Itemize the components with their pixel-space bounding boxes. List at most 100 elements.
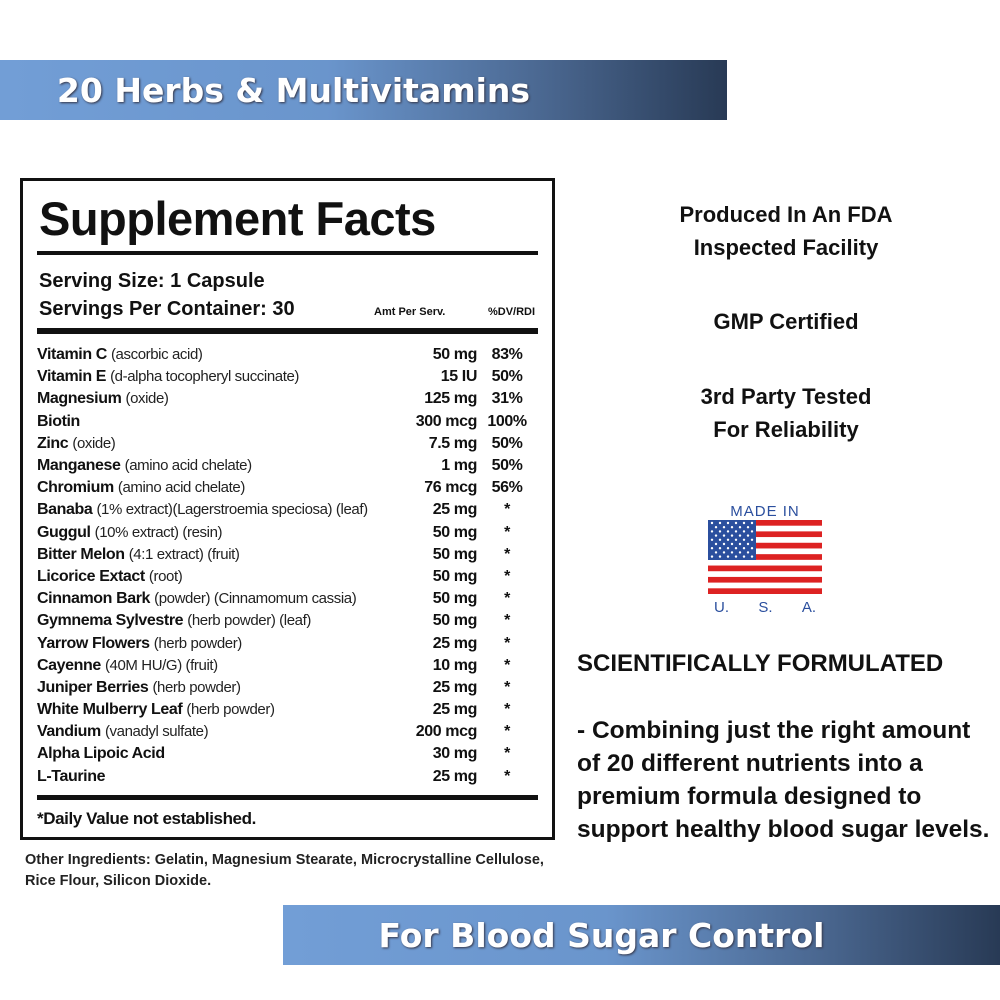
- ingredient-dv: *: [504, 501, 510, 519]
- ingredient-amount: 30 mg: [432, 745, 478, 763]
- ingredient-name: Manganese (amino acid chelate): [37, 457, 252, 475]
- ingredient-name: Biotin: [37, 412, 80, 430]
- ingredient-row: Gymnema Sylvestre (herb powder) (leaf) 50…: [37, 610, 537, 632]
- ingredient-name: Chromium (amino acid chelate): [37, 479, 245, 497]
- usa-letter: A.: [801, 599, 816, 616]
- ingredient-dv: *: [504, 590, 510, 608]
- ingredient-amount: 50 mg: [432, 346, 478, 364]
- ingredient-dv: *: [504, 612, 510, 630]
- ingredient-name: Licorice Extact (root): [37, 567, 183, 585]
- other-ingredients: Other Ingredients: Gelatin, Magnesium St…: [25, 852, 544, 889]
- ingredient-name: Vitamin C (ascorbic acid): [37, 346, 203, 364]
- usa-letters: U. S. A.: [708, 599, 822, 616]
- ingredient-row: Cayenne (40M HU/G) (fruit) 10 mg *: [37, 655, 537, 677]
- ingredient-name: Bitter Melon (4:1 extract) (fruit): [37, 545, 240, 563]
- ingredient-list: Vitamin C (ascorbic acid) 50 mg 83% Vitamin…: [37, 344, 537, 788]
- ingredient-amount: 50 mg: [432, 590, 478, 608]
- ingredient-dv: 50%: [491, 457, 523, 475]
- ingredient-amount: 7.5 mg: [428, 434, 478, 452]
- ingredient-dv: 50%: [491, 434, 523, 452]
- ingredient-amount: 25 mg: [432, 501, 478, 519]
- footnote: *Daily Value not established.: [37, 809, 256, 828]
- ingredient-row: Vitamin E (d-alpha tocopheryl succinate)…: [37, 366, 537, 388]
- third-party-tested: 3rd Party Tested For Reliability: [636, 380, 936, 446]
- usa-letter: S.: [758, 599, 773, 616]
- divider: [37, 328, 538, 334]
- ingredient-amount: 25 mg: [432, 634, 478, 652]
- ingredient-name: L-Taurine: [37, 767, 106, 785]
- divider: [37, 795, 538, 800]
- ingredient-dv: *: [504, 745, 510, 763]
- col-header-amount: Amt Per Serv.: [374, 306, 446, 318]
- ingredient-amount: 50 mg: [432, 523, 478, 541]
- us-flag-icon: [708, 520, 822, 595]
- panel-title: Supplement Facts: [39, 192, 436, 245]
- ingredient-name: Alpha Lipoic Acid: [37, 745, 165, 763]
- tested-line-2: For Reliability: [713, 417, 859, 442]
- ingredient-name: Guggul (10% extract) (resin): [37, 523, 223, 541]
- ingredient-amount: 200 mcg: [415, 723, 478, 741]
- ingredient-dv: *: [504, 545, 510, 563]
- col-header-dv: %DV/RDI: [488, 306, 536, 318]
- ingredient-amount: 76 mcg: [424, 479, 477, 497]
- ingredient-amount: 50 mg: [432, 567, 478, 585]
- ingredient-name: Gymnema Sylvestre (herb powder) (leaf): [37, 612, 311, 630]
- ingredient-row: Vitamin C (ascorbic acid) 50 mg 83%: [37, 344, 537, 366]
- ingredient-amount: 50 mg: [432, 612, 478, 630]
- ingredient-dv: 50%: [491, 368, 523, 386]
- ingredient-dv: *: [504, 678, 510, 696]
- ingredient-dv: *: [504, 567, 510, 585]
- ingredient-amount: 125 mg: [424, 390, 477, 408]
- top-banner: 20 Herbs & Multivitamins: [0, 60, 727, 120]
- ingredient-name: Banaba (1% extract)(Lagerstroemia specio…: [37, 501, 368, 519]
- fda-line-1: Produced In An FDA: [679, 202, 893, 227]
- formula-description: - Combining just the right amount of 20 …: [577, 717, 990, 843]
- ingredient-name: Vandium (vanadyl sulfate): [37, 723, 209, 741]
- ingredient-name: Vitamin E (d-alpha tocopheryl succinate): [37, 368, 300, 386]
- ingredient-row: Manganese (amino acid chelate) 1 mg 50%: [37, 455, 537, 477]
- ingredient-name: Zinc (oxide): [37, 434, 116, 452]
- made-in-usa-badge: MADE IN U. S. A.: [708, 503, 822, 616]
- serving-size: Serving Size: 1 Capsule: [39, 270, 265, 292]
- ingredient-dv: *: [504, 523, 510, 541]
- ingredient-name: Cinnamon Bark (powder) (Cinnamomum cassi…: [37, 590, 357, 608]
- ingredient-row: Guggul (10% extract) (resin) 50 mg *: [37, 522, 537, 544]
- fda-statement: Produced In An FDA Inspected Facility: [636, 198, 936, 264]
- ingredient-amount: 50 mg: [432, 545, 478, 563]
- tested-line-1: 3rd Party Tested: [700, 384, 872, 409]
- ingredient-dv: 31%: [491, 390, 523, 408]
- divider: [37, 251, 538, 255]
- ingredient-row: Banaba (1% extract)(Lagerstroemia specio…: [37, 499, 537, 521]
- ingredient-amount: 10 mg: [432, 656, 478, 674]
- ingredient-name: Cayenne (40M HU/G) (fruit): [37, 656, 218, 674]
- ingredient-amount: 25 mg: [432, 678, 478, 696]
- ingredient-dv: *: [504, 723, 510, 741]
- ingredient-name: Magnesium (oxide): [37, 390, 169, 408]
- gmp-certified: GMP Certified: [713, 309, 859, 334]
- ingredient-row: Licorice Extact (root) 50 mg *: [37, 566, 537, 588]
- ingredient-dv: *: [504, 656, 510, 674]
- sci-heading: SCIENTIFICALLY FORMULATED: [577, 650, 944, 677]
- servings-per-container: Servings Per Container: 30: [39, 298, 295, 320]
- ingredient-amount: 15 IU: [440, 368, 478, 386]
- ingredient-dv: 56%: [491, 479, 523, 497]
- top-banner-text: 20 Herbs & Multivitamins: [56, 70, 531, 110]
- ingredient-row: L-Taurine 25 mg *: [37, 766, 537, 788]
- ingredient-dv: *: [504, 634, 510, 652]
- ingredient-row: White Mulberry Leaf (herb powder) 25 mg *: [37, 699, 537, 721]
- ingredient-name: White Mulberry Leaf (herb powder): [37, 701, 275, 719]
- ingredient-row: Bitter Melon (4:1 extract) (fruit) 50 mg *: [37, 544, 537, 566]
- usa-letter: U.: [714, 599, 729, 616]
- ingredient-row: Juniper Berries (herb powder) 25 mg *: [37, 677, 537, 699]
- ingredient-name: Yarrow Flowers (herb powder): [37, 634, 242, 652]
- ingredient-row: Vandium (vanadyl sulfate) 200 mcg *: [37, 721, 537, 743]
- ingredient-row: Alpha Lipoic Acid 30 mg *: [37, 743, 537, 765]
- ingredient-amount: 1 mg: [441, 457, 477, 475]
- ingredient-row: Magnesium (oxide) 125 mg 31%: [37, 388, 537, 410]
- ingredient-amount: 25 mg: [432, 767, 478, 785]
- bottom-banner-text: For Blood Sugar Control: [378, 915, 825, 955]
- bottom-banner: For Blood Sugar Control: [283, 905, 1000, 965]
- ingredient-dv: *: [504, 767, 510, 785]
- supplement-facts-panel: Supplement Facts Serving Size: 1 Capsule…: [20, 178, 555, 840]
- ingredient-dv: 100%: [487, 412, 527, 430]
